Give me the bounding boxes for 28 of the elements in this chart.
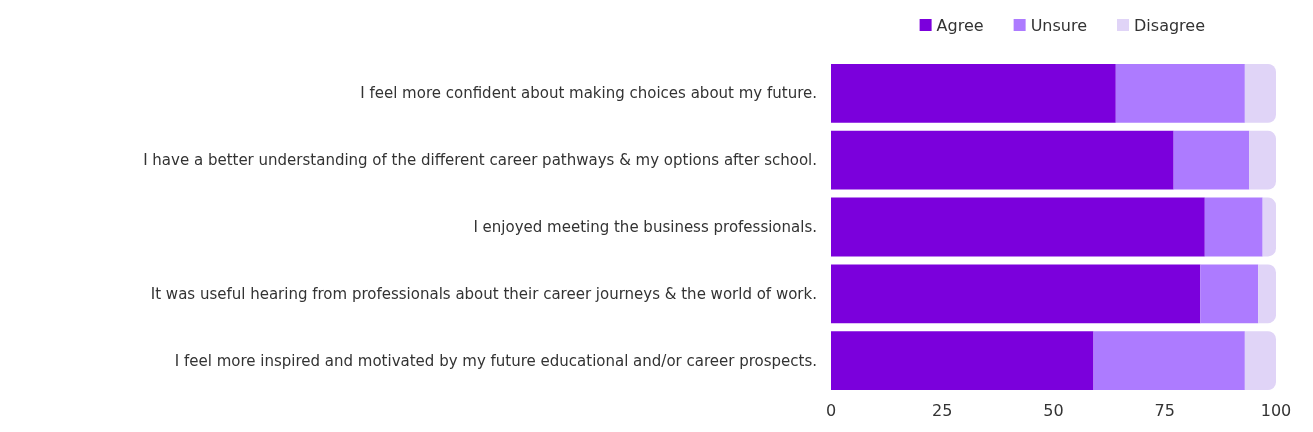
bar <box>1173 130 1250 190</box>
y-tick-label: It was useful hearing from professionals about their career journeys & the world of work. <box>150 284 817 303</box>
y-tick-label: I feel more confident about making choices about my future. <box>360 84 817 103</box>
bar <box>1249 130 1276 190</box>
bar <box>1244 331 1276 390</box>
bar <box>1244 64 1276 123</box>
bar <box>831 130 1174 190</box>
bar <box>1200 264 1259 324</box>
legend-label: Agree <box>936 15 984 35</box>
x-tick-label: 75 <box>1154 400 1175 420</box>
x-tick-label: 100 <box>1260 400 1292 420</box>
x-tick-label: 25 <box>932 400 953 420</box>
legend-label: Disagree <box>1134 15 1206 35</box>
bar <box>1204 197 1263 257</box>
y-tick-label: I have a better understanding of the different career pathways & my options after school. <box>143 151 817 170</box>
x-tick-label: 0 <box>825 400 837 420</box>
x-tick-label: 50 <box>1043 400 1064 420</box>
bar <box>831 331 1094 390</box>
y-tick-label: I enjoyed meeting the business professionals. <box>473 218 817 236</box>
bar <box>831 64 1116 123</box>
bar <box>1115 64 1245 123</box>
bar <box>1093 331 1245 390</box>
legend-label: Unsure <box>1030 15 1088 35</box>
bar <box>1262 197 1276 257</box>
y-tick-label: I feel more inspired and motivated by my future educational and/or career prospects. <box>174 351 817 370</box>
bar <box>1258 264 1276 324</box>
bar <box>831 264 1201 324</box>
bar <box>831 197 1205 257</box>
